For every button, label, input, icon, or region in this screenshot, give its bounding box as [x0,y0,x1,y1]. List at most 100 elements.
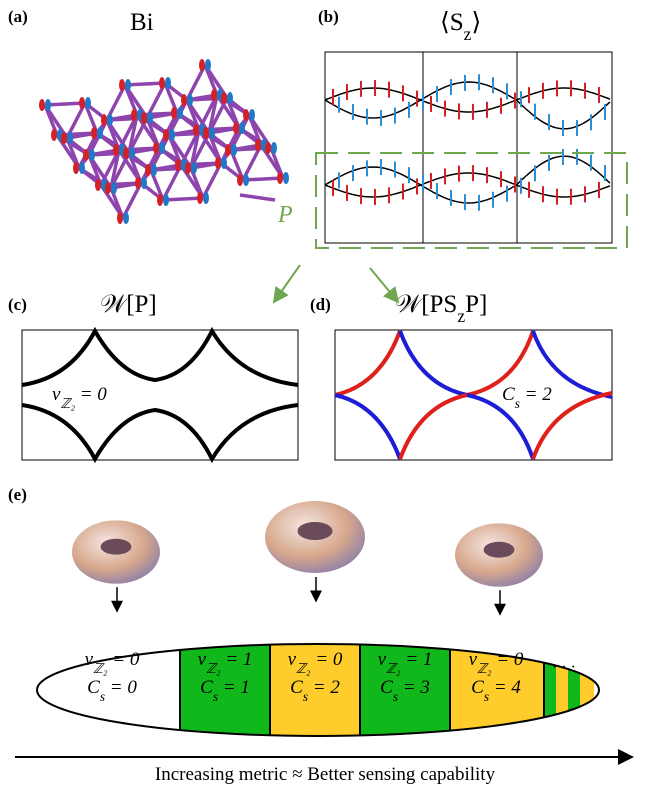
subscript: ℤ₂ [386,661,401,676]
curve [324,172,611,198]
subscript: s [213,689,218,704]
atom [249,109,255,121]
atom [105,182,111,194]
band-segment [466,330,535,397]
bond [242,176,284,182]
cell [270,644,360,736]
atom [85,97,91,109]
text-part: ⟩ [471,9,481,36]
atom [203,127,209,139]
atom [61,132,67,144]
atom [83,149,89,161]
atom [277,172,283,184]
atom [255,139,261,151]
text-part: = 1 [218,677,250,698]
atom [131,109,137,121]
text-part: ν [378,649,387,670]
wilson-bands [334,330,613,460]
text-part: ν [198,649,207,670]
subscript: ℤ₂ [206,661,221,676]
band-segment [398,330,468,397]
text-part: ν [469,649,478,670]
cell [580,644,594,736]
text-part: = 0 [108,649,140,670]
atom [129,147,135,159]
atom [91,127,97,139]
atom [67,132,73,144]
frame [21,329,299,461]
text-part: C [87,677,100,698]
subscript: ℤ₂ [60,396,75,411]
arrow [369,267,400,304]
band-segment [334,330,402,397]
panel-label: (a) [8,7,28,26]
wilson-band [21,403,299,464]
text-part: = 0 [311,649,343,670]
panel-label: (e) [8,485,27,504]
text-part: = 2 [520,384,552,405]
axis-label: Increasing metric ≈ Better sensing capab… [155,764,496,785]
cell-label: νℤ₂ = 1 [378,649,433,676]
band-segment [466,393,535,460]
atom [95,179,101,191]
panel-label: (d) [310,295,331,314]
atom [45,99,51,111]
atom [165,77,171,89]
bond [239,193,276,202]
subscript: s [515,396,520,411]
atom [243,174,249,186]
text-part: = 3 [398,677,430,698]
atom [125,79,131,91]
atom [215,157,221,169]
text-part: 𝒲[P] [100,291,157,318]
atom [209,127,215,139]
cell-label: Cs = 4 [471,677,521,704]
atom [39,99,45,111]
atom [163,129,169,141]
band-segment [398,393,468,460]
atom [153,142,159,154]
atom [141,112,147,124]
cell [556,644,568,736]
panel-title: Bi [130,9,154,36]
cell-label: νℤ₂ = 1 [198,649,253,676]
bond [162,196,204,202]
ellipsis: · · · [552,659,576,676]
cell [180,644,270,736]
atom [197,192,203,204]
atom [157,194,163,206]
torus-hole [100,538,132,555]
atom [111,182,117,194]
subscript: s [100,689,105,704]
bond [44,101,86,107]
atom [243,109,249,121]
atom [141,177,147,189]
atom [101,114,107,126]
panel-title: 𝒲[P] [100,291,157,318]
atom [193,124,199,136]
text-part: P] [465,291,487,318]
text-part: C [380,677,393,698]
subscript: z [464,24,472,44]
text-part: ν [52,384,61,405]
panel-label: (c) [8,295,27,314]
band-segment [334,393,402,460]
subscript: s [303,689,308,704]
text-part: C [200,677,213,698]
atom [191,162,197,174]
atom [117,212,123,224]
arrow [272,264,301,304]
cell-label: Cs = 0 [87,677,137,704]
panel-title: 𝒲[PSzP] [395,291,487,326]
atom [265,142,271,154]
atom [147,112,153,124]
atom [283,172,289,184]
atom [113,144,119,156]
atom [231,144,237,156]
atom [79,97,85,109]
text-part: C [290,677,303,698]
atom [97,127,103,139]
atom [205,59,211,71]
torus-hole [483,541,515,558]
